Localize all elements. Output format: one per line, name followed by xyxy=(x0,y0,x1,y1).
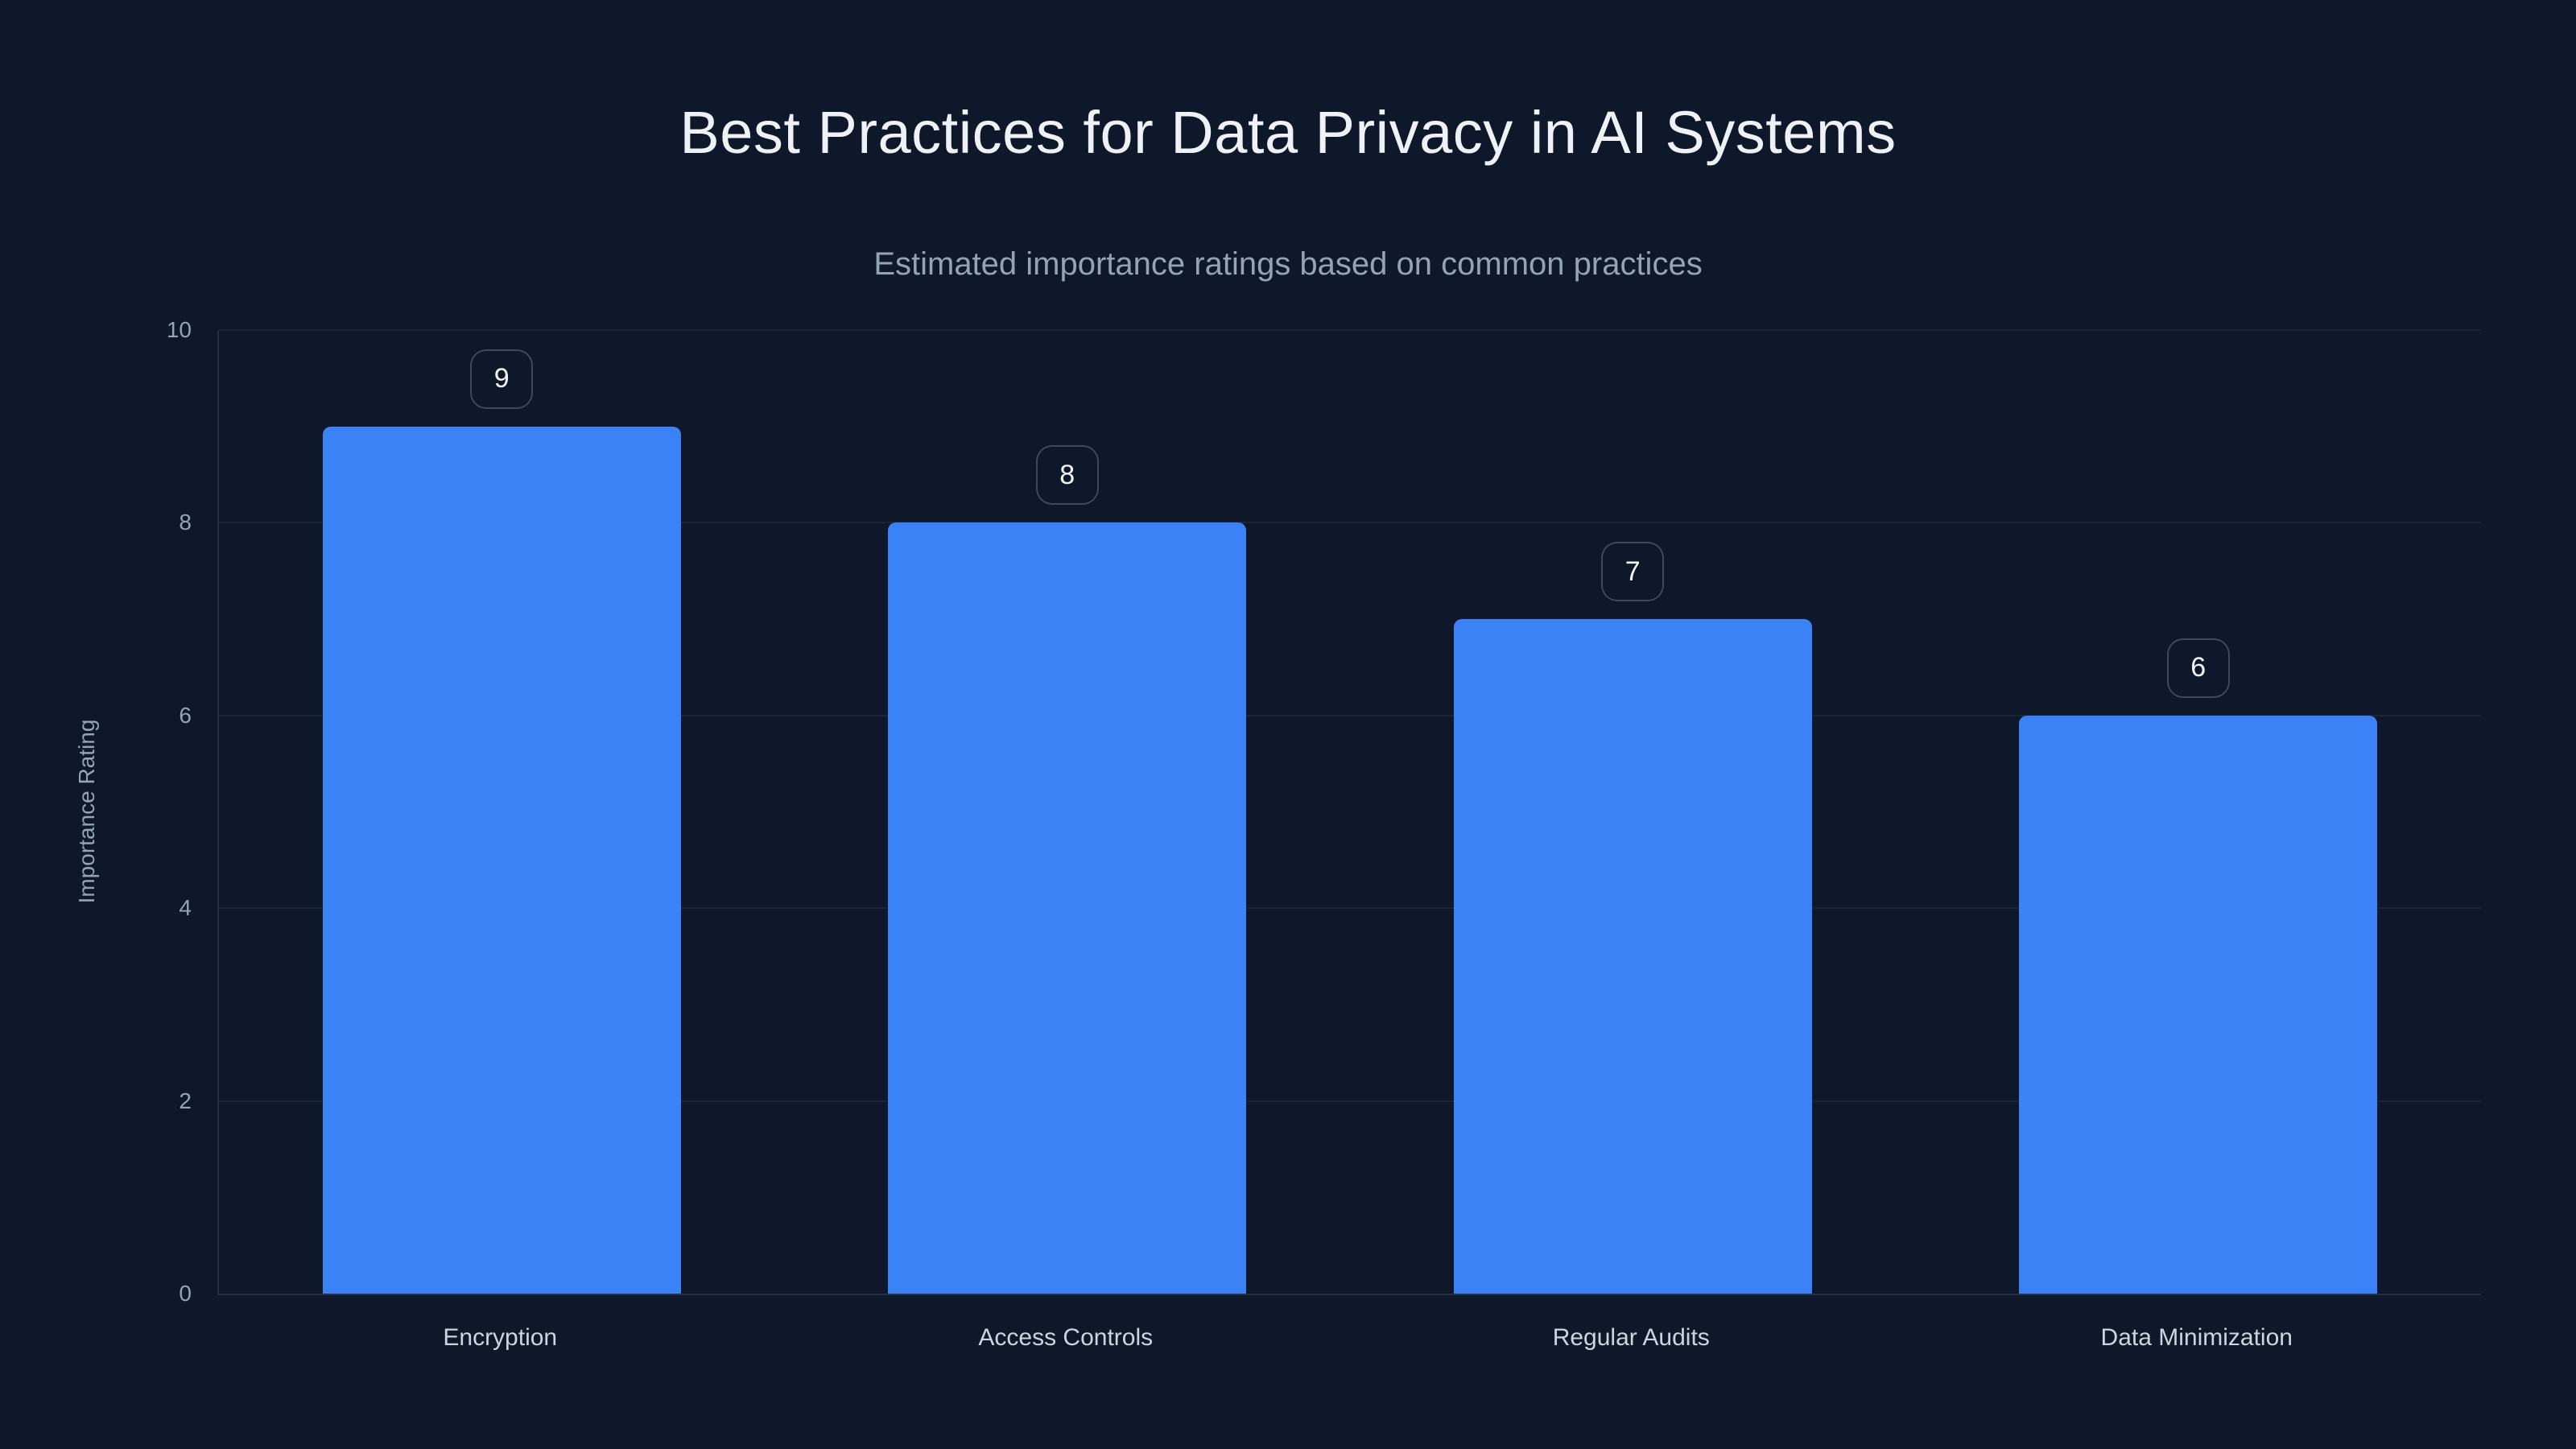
gridline-y-10 xyxy=(219,329,2481,331)
chart-plot-area: 9 8 7 6 xyxy=(217,329,2481,1295)
bar-regular-audits xyxy=(1453,619,1812,1294)
bar-data-minimization xyxy=(2019,715,2378,1294)
x-label-encryption: Encryption xyxy=(443,1324,558,1351)
x-axis-labels: Encryption Access Controls Regular Audits D… xyxy=(217,1324,2479,1373)
y-axis-ticks: 0 2 4 6 8 10 xyxy=(0,319,192,1305)
gridline-y-8 xyxy=(219,522,2481,524)
value-badge-regular-audits: 7 xyxy=(1601,542,1665,602)
gridline-y-2 xyxy=(219,1100,2481,1102)
y-tick-label-6: 6 xyxy=(179,702,192,728)
chart-subtitle: Estimated importance ratings based on co… xyxy=(873,246,1703,282)
gridline-y-4 xyxy=(219,907,2481,910)
bar-access-controls xyxy=(888,522,1247,1294)
chart-title: Best Practices for Data Privacy in AI Sy… xyxy=(679,99,1897,166)
y-tick-label-10: 10 xyxy=(166,317,192,342)
value-badge-data-minimization: 6 xyxy=(2166,638,2230,698)
y-tick-label-8: 8 xyxy=(179,510,192,535)
value-badge-access-controls: 8 xyxy=(1035,445,1099,506)
value-badge-encryption: 9 xyxy=(470,349,534,409)
y-tick-label-0: 0 xyxy=(179,1281,192,1306)
x-label-data-minimization: Data Minimization xyxy=(2100,1324,2293,1351)
gridline-y-6 xyxy=(219,714,2481,716)
bar-encryption xyxy=(322,426,681,1294)
y-tick-label-2: 2 xyxy=(179,1088,192,1113)
y-tick-label-4: 4 xyxy=(179,895,192,921)
x-label-regular-audits: Regular Audits xyxy=(1552,1324,1710,1351)
x-label-access-controls: Access Controls xyxy=(978,1324,1154,1351)
